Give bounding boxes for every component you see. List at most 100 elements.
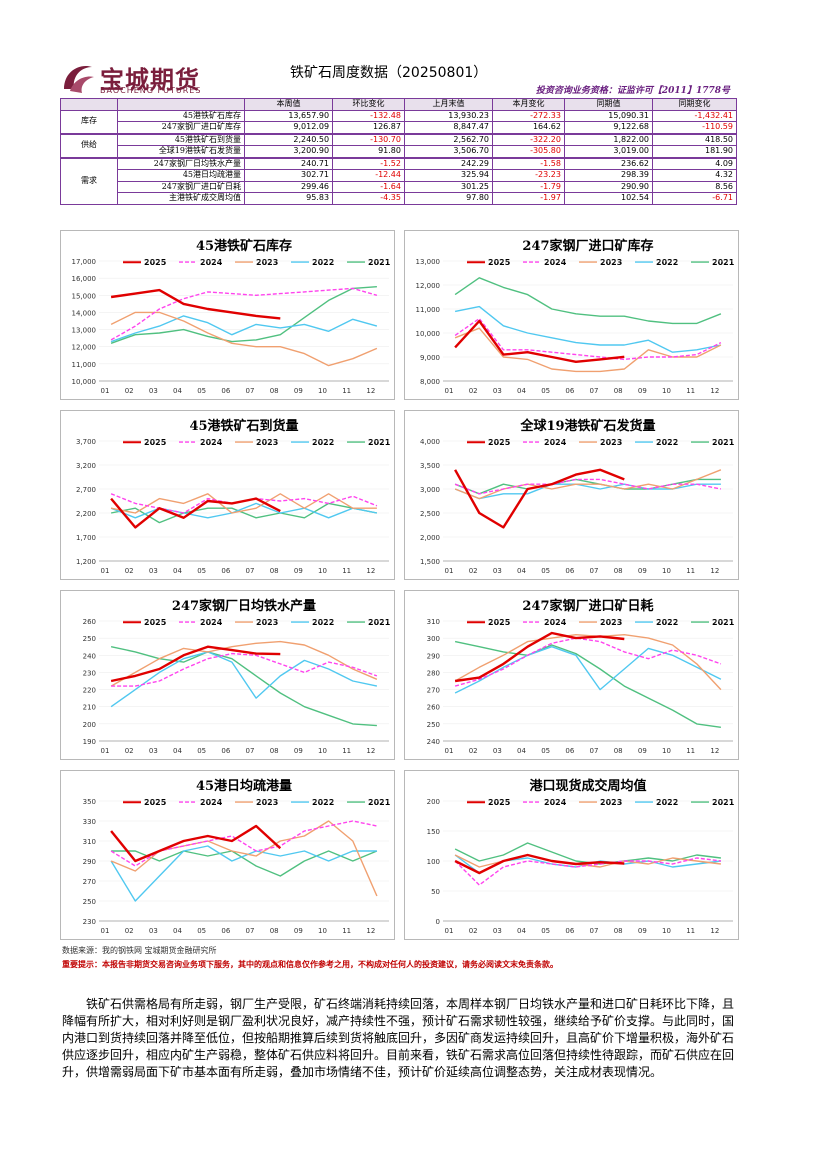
table-cell: 8,847.47: [403, 121, 494, 134]
x-tick-label: 02: [469, 747, 478, 755]
x-tick-label: 09: [638, 567, 647, 575]
table-cell: -1.58: [492, 156, 565, 170]
y-tick-label: 3,500: [420, 462, 440, 470]
table-header-cell: 同期值: [563, 98, 654, 111]
legend-label: 2024: [544, 438, 567, 447]
chart-title: 港口现货成交周均值: [529, 778, 646, 794]
x-tick-label: 02: [469, 387, 478, 395]
y-tick-label: 300: [427, 635, 440, 643]
important-notice: 重要提示：本报告非期货交易咨询业务项下服务，其中的观点和信息仅作参考之用，不构成…: [62, 960, 558, 969]
x-tick-label: 06: [221, 567, 230, 575]
chart-title: 全球19港铁矿石发货量: [519, 418, 655, 434]
company-logo: 宝城期货 BAOCHENG FUTURES: [60, 60, 245, 98]
x-tick-label: 04: [173, 927, 182, 935]
series-line-2025: [110, 288, 281, 320]
x-tick-label: 04: [173, 567, 182, 575]
x-tick-label: 05: [541, 747, 550, 755]
x-tick-label: 09: [638, 747, 647, 755]
table-cell: -110.59: [652, 121, 737, 134]
x-tick-label: 09: [638, 927, 647, 935]
legend-label: 2024: [200, 258, 223, 267]
table-header-cell: 本月变化: [492, 98, 565, 111]
table-cell: -23.23: [492, 169, 565, 182]
table-cell: 242.29: [403, 156, 494, 170]
legend-label: 2021: [368, 438, 391, 447]
x-tick-label: 06: [565, 567, 574, 575]
table-cell: 236.62: [563, 156, 654, 170]
x-tick-label: 01: [101, 747, 110, 755]
x-tick-label: 01: [445, 747, 454, 755]
table-row: 247家钢厂进口矿库存 9,012.09 126.87 8,847.47 164.62 9…: [61, 121, 737, 134]
table-cell: -1.64: [332, 180, 405, 193]
table-row: 供给 45港铁矿石到货量 2,240.50 -130.70 2,562.70 -322.2…: [60, 132, 737, 158]
x-tick-label: 04: [517, 567, 526, 575]
x-tick-label: 05: [541, 567, 550, 575]
y-tick-label: 4,000: [420, 438, 440, 446]
y-tick-label: 190: [83, 738, 96, 746]
x-tick-label: 12: [710, 567, 719, 575]
table-group-label: 库存: [60, 109, 118, 134]
x-tick-label: 12: [366, 747, 375, 755]
table-cell: 298.39: [563, 169, 654, 182]
series-line-2023: [110, 493, 377, 514]
x-tick-label: 01: [445, 927, 454, 935]
legend-label: 2022: [312, 258, 334, 267]
series-line-2025: [454, 319, 625, 364]
table-header-cell: 本周值: [243, 98, 334, 111]
series-line-2021: [110, 502, 378, 524]
chart-title: 45港日均疏港量: [196, 778, 292, 794]
x-tick-label: 10: [318, 387, 327, 395]
x-tick-label: 06: [221, 747, 230, 755]
x-tick-label: 04: [517, 927, 526, 935]
legend-label: 2025: [488, 438, 511, 447]
y-tick-label: 290: [427, 652, 440, 660]
legend-label: 2022: [656, 258, 678, 267]
x-tick-label: 07: [590, 927, 599, 935]
table-row: 需求 247家钢厂日均铁水产量 240.71 -1.52 242.29 -1.58 236.…: [60, 156, 737, 205]
logo-english-name: BAOCHENG FUTURES: [100, 86, 202, 95]
series-line-2025: [110, 645, 281, 683]
table-cell: 126.87: [332, 121, 405, 134]
table-cell: 325.94: [403, 169, 494, 182]
x-tick-label: 11: [342, 387, 351, 395]
series-line-2021: [111, 850, 378, 877]
table-cell: 8.56: [652, 180, 737, 193]
table-cell: 2,240.50: [243, 132, 334, 146]
y-tick-label: 2,000: [420, 534, 440, 542]
table-header-cell: [117, 98, 245, 111]
x-tick-label: 03: [149, 747, 158, 755]
x-tick-label: 12: [710, 387, 719, 395]
y-tick-label: 10,000: [72, 378, 97, 386]
x-tick-label: 07: [590, 567, 599, 575]
x-tick-label: 05: [197, 387, 206, 395]
legend-label: 2023: [600, 438, 622, 447]
x-tick-label: 02: [125, 567, 134, 575]
legend-label: 2025: [144, 438, 167, 447]
table-cell: 95.83: [243, 192, 334, 205]
series-line-2025: [110, 497, 281, 529]
y-tick-label: 220: [83, 687, 96, 695]
y-tick-label: 14,000: [72, 309, 97, 317]
y-tick-label: 270: [83, 878, 96, 886]
y-tick-label: 200: [83, 721, 96, 729]
chart-hot-metal-output: 247家钢厂日均铁水产量 2025 2024 2023 2022 2021 260 250 24…: [60, 590, 395, 760]
y-tick-label: 250: [83, 898, 96, 906]
table-header-row: 本周值 环比变化 上月末值 本月变化 同期值 同期变化: [60, 98, 737, 111]
y-tick-label: 200: [427, 798, 440, 806]
y-tick-label: 3,200: [76, 462, 96, 470]
series-line-2024: [110, 287, 378, 341]
y-tick-label: 2,200: [76, 510, 96, 518]
y-tick-label: 15,000: [72, 292, 97, 300]
table-cell: 302.71: [243, 169, 334, 182]
series-line-2022: [110, 651, 378, 708]
x-tick-label: 10: [318, 567, 327, 575]
table-cell: 9,012.09: [243, 121, 334, 134]
y-tick-label: 260: [83, 618, 96, 626]
chart-title: 45港铁矿石库存: [196, 238, 292, 254]
x-tick-label: 11: [686, 927, 695, 935]
table-cell: -12.44: [332, 169, 405, 182]
y-tick-label: 100: [427, 858, 440, 866]
page-title: 铁矿石周度数据（20250801）: [290, 65, 488, 81]
x-tick-label: 11: [686, 567, 695, 575]
y-tick-label: 210: [83, 704, 96, 712]
